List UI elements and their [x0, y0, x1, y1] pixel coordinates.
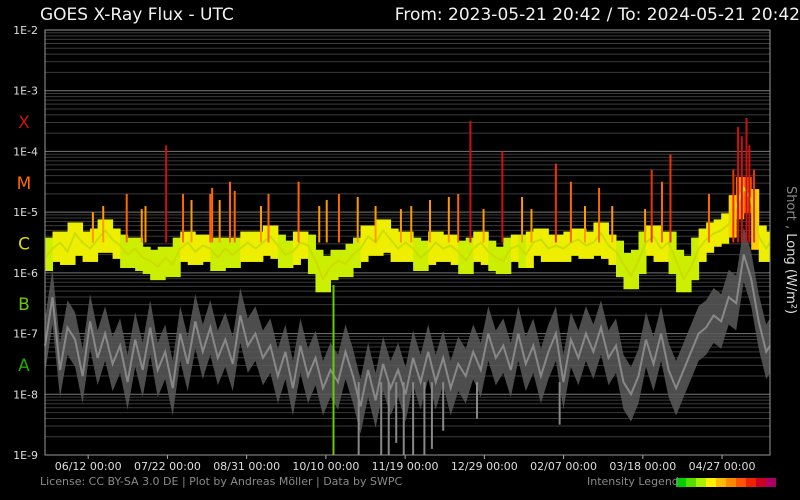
- long-series-segment: [262, 225, 271, 256]
- long-series-segment: [721, 213, 730, 244]
- x-tick-label: 12/29 00:00: [451, 460, 518, 473]
- x-tick-label: 06/12 00:00: [55, 460, 122, 473]
- long-series-segment: [548, 234, 557, 262]
- long-series-segment: [473, 231, 482, 262]
- long-series-segment: [646, 225, 655, 256]
- intensity-legend-swatch: [696, 478, 706, 487]
- intensity-legend-label: Intensity Legend: [587, 475, 679, 488]
- flare-class-label: B: [18, 295, 30, 315]
- long-series-segment: [285, 240, 294, 268]
- y-tick-label: 1E-2: [13, 24, 38, 37]
- long-series-segment: [255, 231, 264, 262]
- intensity-legend-swatch: [766, 478, 776, 487]
- y-tick-label: 1E-8: [13, 388, 38, 401]
- long-series-segment: [706, 222, 715, 253]
- date-range: From: 2023-05-21 20:42 / To: 2024-05-21 …: [394, 5, 800, 25]
- flare-class-label: X: [18, 113, 30, 133]
- y-tick-label: 1E-7: [13, 328, 38, 341]
- long-series-segment: [330, 249, 339, 281]
- long-series-segment: [533, 228, 542, 256]
- x-tick-label: 02/07 00:00: [530, 460, 597, 473]
- long-series-segment: [195, 234, 204, 265]
- y-tick-label: 1E-5: [13, 206, 38, 219]
- plot-frame: [44, 29, 771, 456]
- long-series-segment: [510, 234, 519, 262]
- long-series-segment: [300, 231, 309, 259]
- x-tick-label: 10/10 00:00: [292, 460, 359, 473]
- long-series-segment: [585, 231, 594, 259]
- y-tick-label: 1E-6: [13, 267, 38, 280]
- long-series-segment: [398, 231, 407, 262]
- flare-class-label: A: [18, 356, 30, 376]
- long-series-segment: [338, 249, 347, 278]
- long-series-segment: [495, 246, 504, 275]
- intensity-legend-swatch: [716, 478, 726, 487]
- intensity-legend-swatch: [756, 478, 766, 487]
- long-series-segment: [570, 228, 579, 256]
- long-series-segment: [52, 231, 61, 262]
- short-series-line: [44, 254, 771, 407]
- intensity-legend-swatch: [686, 478, 696, 487]
- x-tick-label: 07/22 00:00: [134, 460, 201, 473]
- x-tick-label: 08/31 00:00: [213, 460, 280, 473]
- y-axis-label: Short , Long (W/m²): [783, 186, 798, 314]
- long-series-segment: [202, 234, 211, 262]
- long-series-segment: [555, 234, 564, 262]
- y-tick-label: 1E-3: [13, 85, 38, 98]
- intensity-legend-swatch: [746, 478, 756, 487]
- intensity-legend-swatch: [736, 478, 746, 487]
- flare-class-label: M: [17, 174, 32, 194]
- x-tick-label: 11/19 00:00: [372, 460, 439, 473]
- x-tick-label: 04/27 00:00: [689, 460, 756, 473]
- long-series-segment: [661, 231, 670, 262]
- flare-class-label: C: [18, 235, 30, 255]
- long-series-segment: [563, 231, 572, 262]
- x-tick-label: 03/18 00:00: [609, 460, 676, 473]
- long-series-segment: [443, 234, 452, 262]
- chart-title: GOES X-Ray Flux - UTC: [40, 5, 234, 25]
- long-series-segment: [180, 231, 189, 262]
- intensity-legend-swatch: [726, 478, 736, 487]
- intensity-legend-swatch: [676, 478, 686, 487]
- y-tick-label: 1E-4: [13, 145, 38, 158]
- y-tick-label: 1E-9: [13, 449, 38, 462]
- intensity-legend-swatch: [706, 478, 716, 487]
- long-series-segment: [713, 219, 722, 247]
- long-series-segment: [420, 240, 429, 272]
- long-series-segment: [353, 237, 362, 268]
- long-series-segment: [142, 246, 151, 275]
- short-series-band: [45, 227, 770, 434]
- long-series-segment: [232, 237, 241, 268]
- long-series-segment: [127, 237, 136, 268]
- long-series-segment: [240, 231, 249, 262]
- license-text: License: CC BY-SA 3.0 DE | Plot by Andre…: [40, 475, 403, 488]
